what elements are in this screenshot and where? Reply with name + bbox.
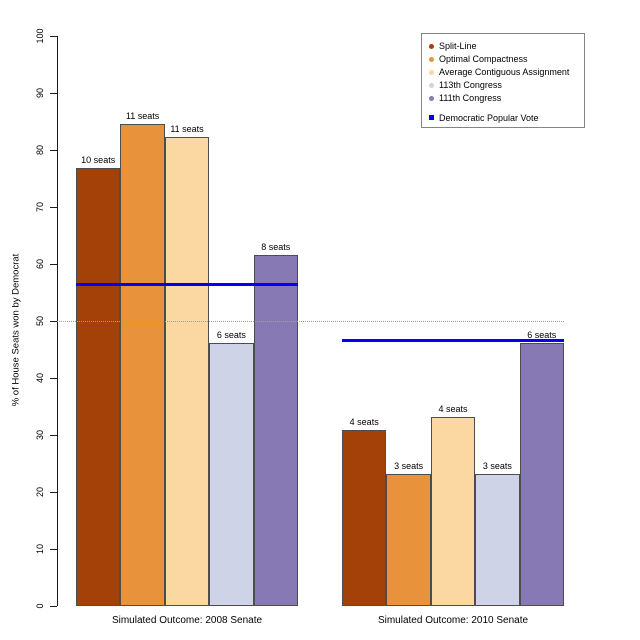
y-axis-tick	[50, 321, 57, 322]
y-axis-tick-label: 20	[35, 486, 45, 498]
bar-annotation: 4 seats	[438, 403, 468, 414]
y-axis-tick-label: 100	[35, 28, 45, 44]
y-axis-tick-label: 30	[35, 429, 45, 441]
y-axis-tick-label: 10	[35, 543, 45, 555]
legend-label: 113th Congress	[439, 80, 502, 90]
fifty-percent-reference-line	[57, 321, 564, 322]
legend-label: 111th Congress	[439, 93, 502, 103]
bar-annotation: 4 seats	[349, 417, 379, 428]
y-axis-tick-label: 40	[35, 372, 45, 384]
popular-vote-line	[342, 338, 564, 342]
bar-113th-congress	[475, 474, 520, 606]
y-axis-tick	[50, 150, 57, 151]
legend-label: Optimal Compactness	[439, 54, 528, 64]
legend-marker-average-contiguous-assignment	[429, 69, 434, 75]
y-axis-tick	[50, 264, 57, 265]
bar-111th-congress	[253, 255, 298, 606]
legend-label: Democratic Popular Vote	[439, 112, 539, 123]
x-group-label: Simulated Outcome: 2008 Senate	[111, 615, 263, 626]
bar-optimal-compactness	[120, 123, 165, 606]
y-axis-tick-label: 0	[35, 603, 45, 609]
y-axis-tick	[50, 36, 57, 37]
bar-average-contiguous-assignment	[164, 136, 210, 606]
legend-box: Split-Line Optimal Compactness Average Con…	[421, 33, 585, 128]
bar-average-contiguous-assignment	[430, 416, 476, 606]
y-axis-tick-label: 80	[35, 144, 45, 156]
y-axis-tick-label: 60	[35, 258, 45, 270]
bar-split-line	[76, 167, 121, 606]
y-axis-tick	[50, 207, 57, 208]
bar-optimal-compactness	[386, 474, 431, 606]
y-axis-tick	[50, 606, 57, 607]
bar-split-line	[342, 430, 387, 606]
bar-113th-congress	[209, 342, 254, 606]
x-group-label: Simulated Outcome: 2010 Senate	[377, 615, 529, 626]
y-axis-tick	[50, 378, 57, 379]
bar-annotation: 6 seats	[216, 329, 246, 340]
bar-annotation: 3 seats	[394, 461, 424, 472]
legend-marker-111th-congress	[429, 95, 434, 101]
y-axis-tick	[50, 435, 57, 436]
y-axis-tick	[50, 492, 57, 493]
y-axis-tick-label: 90	[35, 87, 45, 99]
legend-marker-democratic-popular-vote	[429, 115, 434, 120]
y-axis-tick-label: 70	[35, 201, 45, 213]
bar-annotation: 8 seats	[261, 242, 291, 253]
bar-111th-congress	[519, 342, 564, 606]
y-axis-title: % of House Seats won by Democrat	[10, 253, 22, 407]
legend-label: Split-Line	[439, 41, 477, 51]
legend-label: Average Contiguous Assignment	[439, 67, 570, 77]
bar-annotation: 11 seats	[125, 110, 160, 121]
bar-annotation: 11 seats	[170, 123, 204, 134]
bar-annotation: 6 seats	[527, 329, 557, 340]
bar-annotation: 3 seats	[482, 461, 512, 472]
y-axis-tick	[50, 93, 57, 94]
legend-marker-optimal-compactness	[429, 56, 434, 62]
legend-marker-split-line	[429, 43, 434, 49]
bar-annotation: 10 seats	[81, 154, 116, 165]
y-axis-tick	[50, 549, 57, 550]
legend-marker-113th-congress	[429, 82, 434, 88]
popular-vote-line	[76, 283, 298, 287]
y-axis-tick-label: 50	[35, 315, 45, 327]
